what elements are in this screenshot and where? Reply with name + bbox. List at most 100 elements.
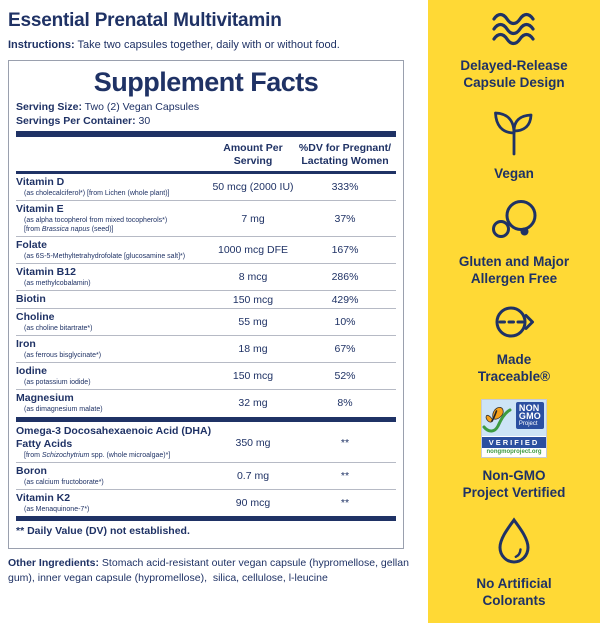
percent-dv: 333% xyxy=(331,181,359,193)
nutrient-name: Vitamin B12 xyxy=(16,266,76,278)
instructions-label: Instructions: xyxy=(8,39,75,51)
amount-per-serving: 350 mg xyxy=(235,436,271,449)
feature-label: Made Traceable® xyxy=(477,351,551,384)
servings-per-container-line: Servings Per Container: 30 xyxy=(16,114,396,128)
amount-per-serving: 150 mcg xyxy=(232,293,274,306)
feature-label: No Artificial Colorants xyxy=(476,575,552,608)
nutrient-source: (as Menaquinone-7*) xyxy=(24,506,90,513)
traceable-icon xyxy=(495,306,534,338)
percent-dv: 10% xyxy=(334,316,356,328)
nutrient-name-cell: Vitamin D (as cholecalciferol*) [from Lic… xyxy=(16,176,211,198)
non-gmo-logo-art: NON GMO Project xyxy=(481,400,546,437)
fact-row: Vitamin B12 (as methylcobalamin) 8 mcg 286% xyxy=(16,263,396,290)
other-ingredients-text: Stomach acid-resistant outer vegan capsu… xyxy=(8,557,412,584)
servings-value: 30 xyxy=(135,115,151,127)
nutrient-name: Vitamin K2 xyxy=(16,492,71,504)
column-nutrient xyxy=(16,142,211,168)
dv-footnote: ** Daily Value (DV) not established. xyxy=(16,516,396,538)
nutrient-name: Vitamin D xyxy=(16,176,65,188)
nutrient-source: (as ferrous bisglycinate*) xyxy=(24,352,102,359)
sprout-icon xyxy=(494,111,533,155)
header-divider-bar xyxy=(16,131,396,137)
amount-per-serving: 8 mcg xyxy=(238,271,268,283)
column-amount-per-serving: Amount Per Serving xyxy=(223,142,283,167)
amount-per-serving: 150 mcg xyxy=(232,370,274,382)
nutrient-source: (as cholecalciferol*) [from Lichen (whol… xyxy=(24,190,170,197)
features-sidebar: Delayed-Release Capsule Design Vegan G xyxy=(428,0,600,623)
nutrient-name: Iron xyxy=(16,338,36,350)
fact-row: Folate (as 6S-5-Methyltetrahydrofolate [g… xyxy=(16,236,396,263)
section-divider-bar xyxy=(16,417,396,422)
fact-row: Iodine (as potassium iodide) 150 mcg 52% xyxy=(16,362,396,389)
feature-vegan: Vegan xyxy=(491,106,537,182)
non-gmo-text-project: Project xyxy=(518,420,538,427)
non-gmo-project-verified-logo: NON GMO Project VERIFIED nongmoproject.o… xyxy=(480,399,547,459)
nutrient-name-cell: Folate (as 6S-5-Methyltetrahydrofolate [g… xyxy=(16,239,211,261)
percent-dv: 8% xyxy=(337,397,353,409)
non-gmo-verified-bar: VERIFIED xyxy=(481,436,546,449)
feature-label: Non-GMO Project Vertified xyxy=(462,468,566,501)
nutrient-name: Choline xyxy=(16,311,55,323)
nutrient-name-cell: Vitamin B12 (as methylcobalamin) xyxy=(16,266,211,288)
percent-dv: ** xyxy=(340,436,350,449)
allergen-dot xyxy=(520,227,529,236)
feature-label: Gluten and Major Allergen Free xyxy=(458,254,570,287)
serving-size-value: Two (2) Vegan Capsules xyxy=(81,101,200,113)
nutrient-name-cell: Iodine (as potassium iodide) xyxy=(16,365,211,387)
nutrient-name: Magnesium xyxy=(16,392,74,404)
percent-dv: 286% xyxy=(331,271,359,283)
non-gmo-text-gmo: GMO xyxy=(518,411,541,422)
serving-size-label: Serving Size: xyxy=(16,101,82,113)
feature-label: Delayed-Release Capsule Design xyxy=(460,58,568,90)
nutrient-source: (as choline bitartrate*) xyxy=(24,325,93,332)
supplement-facts-panel: Supplement Facts Serving Size: Two (2) V… xyxy=(8,60,404,549)
amount-per-serving: 90 mcg xyxy=(235,497,271,509)
feature-allergen-free: Gluten and Major Allergen Free xyxy=(459,196,569,287)
nutrient-name-cell: Iron (as ferrous bisglycinate*) xyxy=(16,338,211,360)
amount-per-serving: 7 mg xyxy=(241,212,265,225)
page-title: Essential Prenatal Multivitamin xyxy=(8,10,282,31)
non-gmo-text-non: NON xyxy=(518,402,540,413)
nutrient-name: Omega-3 Docosahexaenoic Acid (DHA) xyxy=(16,425,212,437)
fact-row: Magnesium (as dimagnesium malate) 32 mg 8% xyxy=(16,389,396,416)
nutrient-name-cell: Vitamin E (as alpha tocopherol from mixed… xyxy=(16,203,211,234)
serving-size-line: Serving Size: Two (2) Vegan Capsules xyxy=(16,100,396,114)
nutrient-name-cell: Choline (as choline bitartrate*) xyxy=(16,311,211,333)
amount-per-serving: 1000 mcg DFE xyxy=(217,244,289,256)
amount-per-serving: 55 mg xyxy=(238,316,268,328)
facts-table-header: Amount Per Serving %DV for Pregnant/ Lac… xyxy=(16,138,396,174)
nutrient-name-cell: Omega-3 Docosahexaenoic Acid (DHA) Fatty … xyxy=(16,425,211,460)
amount-per-serving: 0.7 mg xyxy=(236,470,270,482)
feature-no-artificial-colorants: No Artificial Colorants xyxy=(476,516,552,609)
fact-row: Boron (as calcium fructoborate*) 0.7 mg ** xyxy=(16,462,396,489)
fact-row: Iron (as ferrous bisglycinate*) 18 mg 67% xyxy=(16,335,396,362)
percent-dv: 37% xyxy=(334,212,356,225)
feature-label: Vegan xyxy=(494,165,534,181)
amount-per-serving: 32 mg xyxy=(238,397,268,409)
fact-row: Omega-3 Docosahexaenoic Acid (DHA) Fatty … xyxy=(16,423,396,462)
non-gmo-url: nongmoproject.org xyxy=(481,448,546,458)
percent-dv: 67% xyxy=(334,343,356,355)
fact-row: Biotin 150 mcg 429% xyxy=(16,290,396,308)
nutrient-name: Vitamin E xyxy=(16,203,64,215)
nutrient-name: Fatty Acids xyxy=(16,438,73,450)
other-ingredients: Other Ingredients: Stomach acid-resistan… xyxy=(8,556,422,585)
nutrient-name: Folate xyxy=(16,239,47,251)
percent-dv: ** xyxy=(340,497,350,509)
nutrient-name-cell: Biotin xyxy=(16,293,211,306)
nutrient-name-cell: Magnesium (as dimagnesium malate) xyxy=(16,392,211,414)
percent-dv: 429% xyxy=(331,293,359,306)
feature-delayed-release: Delayed-Release Capsule Design xyxy=(460,12,568,91)
fact-row: Choline (as choline bitartrate*) 55 mg 10% xyxy=(16,308,396,335)
nutrient-source: (as dimagnesium malate) xyxy=(24,406,103,413)
supplement-facts-title: Supplement Facts xyxy=(93,67,319,97)
butterfly-icon xyxy=(482,407,512,433)
nutrient-source: (as 6S-5-Methyltetrahydrofolate [glucosa… xyxy=(24,253,186,260)
nutrient-source: [from Schizochytrium spp. (whole microal… xyxy=(24,452,171,459)
nutrient-source: (as methylcobalamin) xyxy=(24,280,91,287)
instructions-text: Take two capsules together, daily with o… xyxy=(74,39,340,51)
non-gmo-badge: NON GMO Project xyxy=(515,402,544,430)
nutrient-source: (as potassium iodide) xyxy=(24,379,91,386)
fact-row: Vitamin D (as cholecalciferol*) [from Lic… xyxy=(16,174,396,200)
